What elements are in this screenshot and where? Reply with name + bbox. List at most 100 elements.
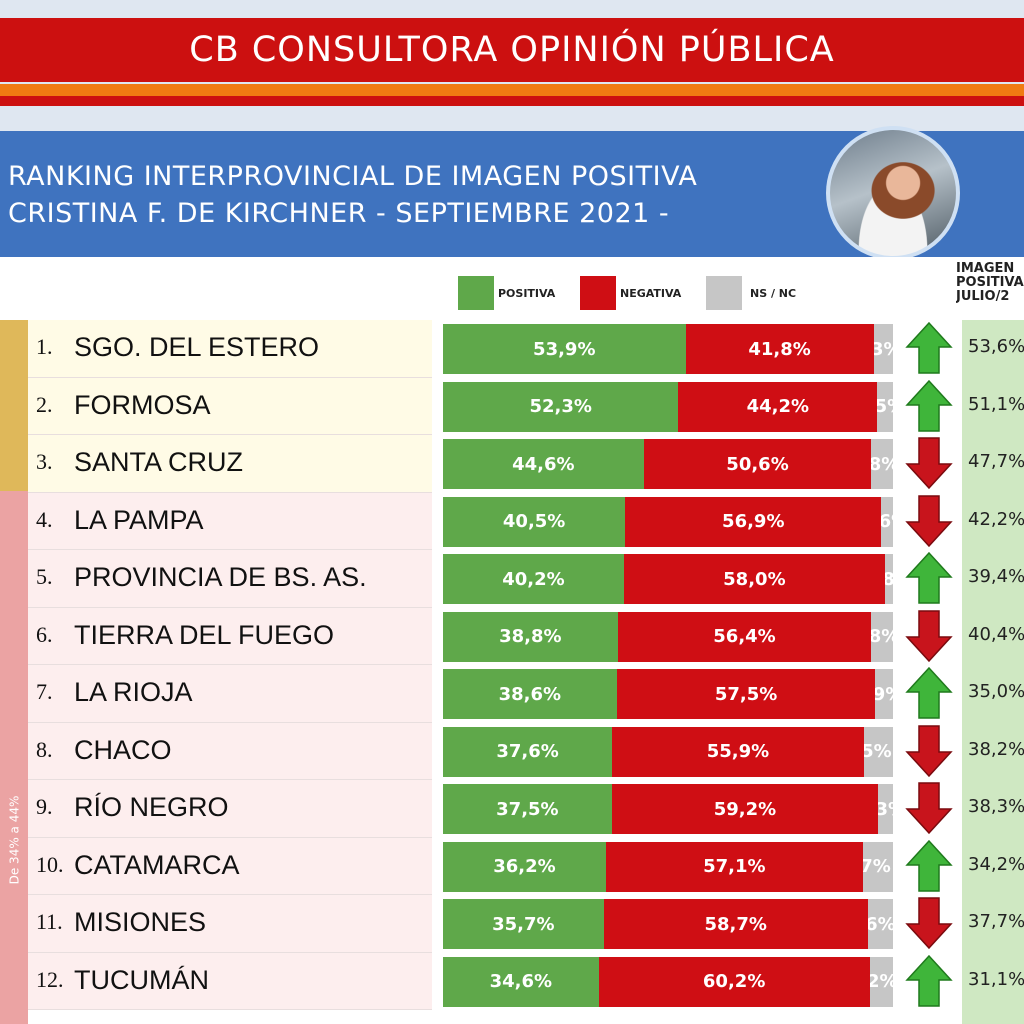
legend-swatch-negativa	[580, 276, 616, 310]
bar-segment-nsnc: 6,5%	[863, 726, 893, 777]
data-label-negativa: 58,7%	[704, 913, 767, 935]
arrow-up-icon	[905, 551, 953, 604]
data-label-negativa: 41,8%	[748, 338, 811, 360]
row-background	[28, 780, 432, 838]
julio-column	[962, 320, 1024, 1024]
data-label-positiva: 52,3%	[529, 396, 592, 417]
group-label: De 34% a 44%	[1, 760, 27, 920]
trend-up-shape	[905, 839, 953, 892]
bar-segment-negativa: 60,2%	[598, 956, 870, 1007]
rank-number: 10.	[36, 851, 64, 877]
bar-segment-nsnc: 2,6%	[881, 496, 893, 547]
subtitle-line-1: RANKING INTERPROVINCIAL DE IMAGEN POSITI…	[8, 161, 698, 192]
row-background	[28, 492, 432, 550]
group-label-text: De 34% a 44%	[7, 795, 22, 885]
bar-segment-negativa: 55,9%	[612, 726, 864, 777]
rank-number: 9.	[36, 794, 53, 819]
julio-value: 42,2%	[968, 508, 1024, 530]
rank-number: 6.	[36, 621, 53, 647]
province-name: TIERRA DEL FUEGO	[74, 619, 335, 650]
data-label-negativa: 50,6%	[726, 453, 789, 475]
header-stripe-orange	[0, 84, 1024, 96]
data-label-positiva: 53,9%	[533, 338, 596, 360]
julio-header-line-1: IMAGEN	[956, 262, 1015, 276]
stacked-bar: 53,9% 41,8% 4,3%	[443, 324, 893, 374]
row-separator	[28, 664, 432, 665]
rank-number: 4.	[36, 506, 53, 532]
data-label-negativa: 44,2%	[746, 396, 810, 417]
bar-segment-nsnc: 4,8%	[871, 611, 893, 662]
data-label-nsnc: 6,7%	[862, 856, 891, 877]
julio-value: 40,4%	[968, 623, 1024, 645]
trend-down-shape	[905, 609, 953, 662]
trend-down-shape	[905, 437, 953, 490]
stacked-bar: 36,2% 57,1% 6,7%	[443, 841, 893, 892]
arrow-down-icon	[905, 724, 953, 777]
row-background	[28, 320, 432, 378]
bar-segment-negativa: 56,4%	[617, 611, 872, 662]
row-separator	[28, 376, 432, 378]
row-separator	[28, 549, 432, 550]
data-label-positiva: 40,2%	[502, 568, 565, 590]
header-title: CB CONSULTORA OPINIÓN PÚBLICA	[189, 30, 835, 70]
trend-down-shape	[905, 782, 953, 835]
group-band-middle	[0, 491, 28, 1024]
data-label-nsnc: 5,2%	[869, 971, 893, 992]
stacked-bar: 37,5% 59,2% 3,3%	[443, 784, 893, 834]
rank-number: 12.	[36, 966, 64, 992]
data-label-nsnc: 6,5%	[863, 741, 892, 762]
province-name: FORMOSA	[74, 389, 211, 420]
julio-value: 38,3%	[968, 796, 1024, 817]
trend-up-shape	[905, 321, 953, 374]
arrow-up-icon	[905, 321, 953, 374]
politician-photo	[826, 126, 960, 260]
rank-number: 8.	[36, 736, 53, 762]
data-label-positiva: 35,7%	[492, 913, 555, 935]
bar-segment-negativa: 57,5%	[616, 669, 876, 719]
arrow-up-icon	[905, 839, 953, 892]
rank-number: 7.	[36, 679, 53, 704]
row-separator	[28, 779, 432, 780]
province-name: MISIONES	[74, 907, 207, 937]
data-label-nsnc: 3,5%	[877, 396, 893, 417]
stacked-bar: 38,6% 57,5% 3,9%	[443, 669, 893, 719]
trend-up-shape	[905, 954, 953, 1007]
group-band-top	[0, 320, 28, 491]
arrow-up-icon	[905, 666, 953, 719]
data-label-nsnc: 3,3%	[878, 798, 893, 820]
row-background	[28, 722, 432, 780]
julio-value: 47,7%	[968, 451, 1024, 472]
bar-segment-negativa: 44,2%	[678, 381, 878, 432]
row-separator	[28, 491, 432, 493]
province-name: LA RIOJA	[74, 677, 193, 707]
province-name: CHACO	[74, 734, 172, 765]
province-name: CATAMARCA	[74, 849, 240, 880]
trend-up-shape	[905, 666, 953, 719]
data-label-nsnc: 4,3%	[873, 338, 893, 360]
legend-item-negativa: NEGATIVA	[580, 276, 681, 310]
arrow-down-icon	[905, 494, 953, 547]
row-separator	[28, 1009, 432, 1010]
data-label-positiva: 40,5%	[502, 511, 566, 532]
row-background	[28, 607, 432, 665]
bar-segment-positiva: 40,2%	[443, 554, 624, 604]
data-label-nsnc: 1,8%	[884, 568, 893, 590]
data-label-positiva: 36,2%	[493, 856, 556, 877]
data-label-negativa: 57,1%	[703, 856, 766, 877]
province-name: TUCUMÁN	[74, 964, 209, 995]
julio-value: 39,4%	[968, 566, 1024, 587]
row-separator	[28, 894, 432, 895]
rank-number: 11.	[36, 909, 63, 934]
bar-segment-nsnc: 5,2%	[869, 956, 893, 1007]
bar-segment-positiva: 53,9%	[443, 324, 686, 374]
bar-segment-positiva: 38,6%	[443, 669, 617, 719]
bar-segment-nsnc: 3,5%	[877, 381, 893, 432]
arrow-down-icon	[905, 437, 953, 490]
data-label-nsnc: 2,6%	[881, 511, 893, 532]
trend-up-shape	[905, 379, 953, 432]
julio-value: 51,1%	[968, 393, 1024, 415]
stacked-bar: 34,6% 60,2% 5,2%	[443, 956, 893, 1007]
bar-segment-nsnc: 4,3%	[873, 324, 893, 374]
province-name: RÍO NEGRO	[74, 792, 229, 822]
stacked-bar: 40,2% 58,0% 1,8%	[443, 554, 893, 604]
